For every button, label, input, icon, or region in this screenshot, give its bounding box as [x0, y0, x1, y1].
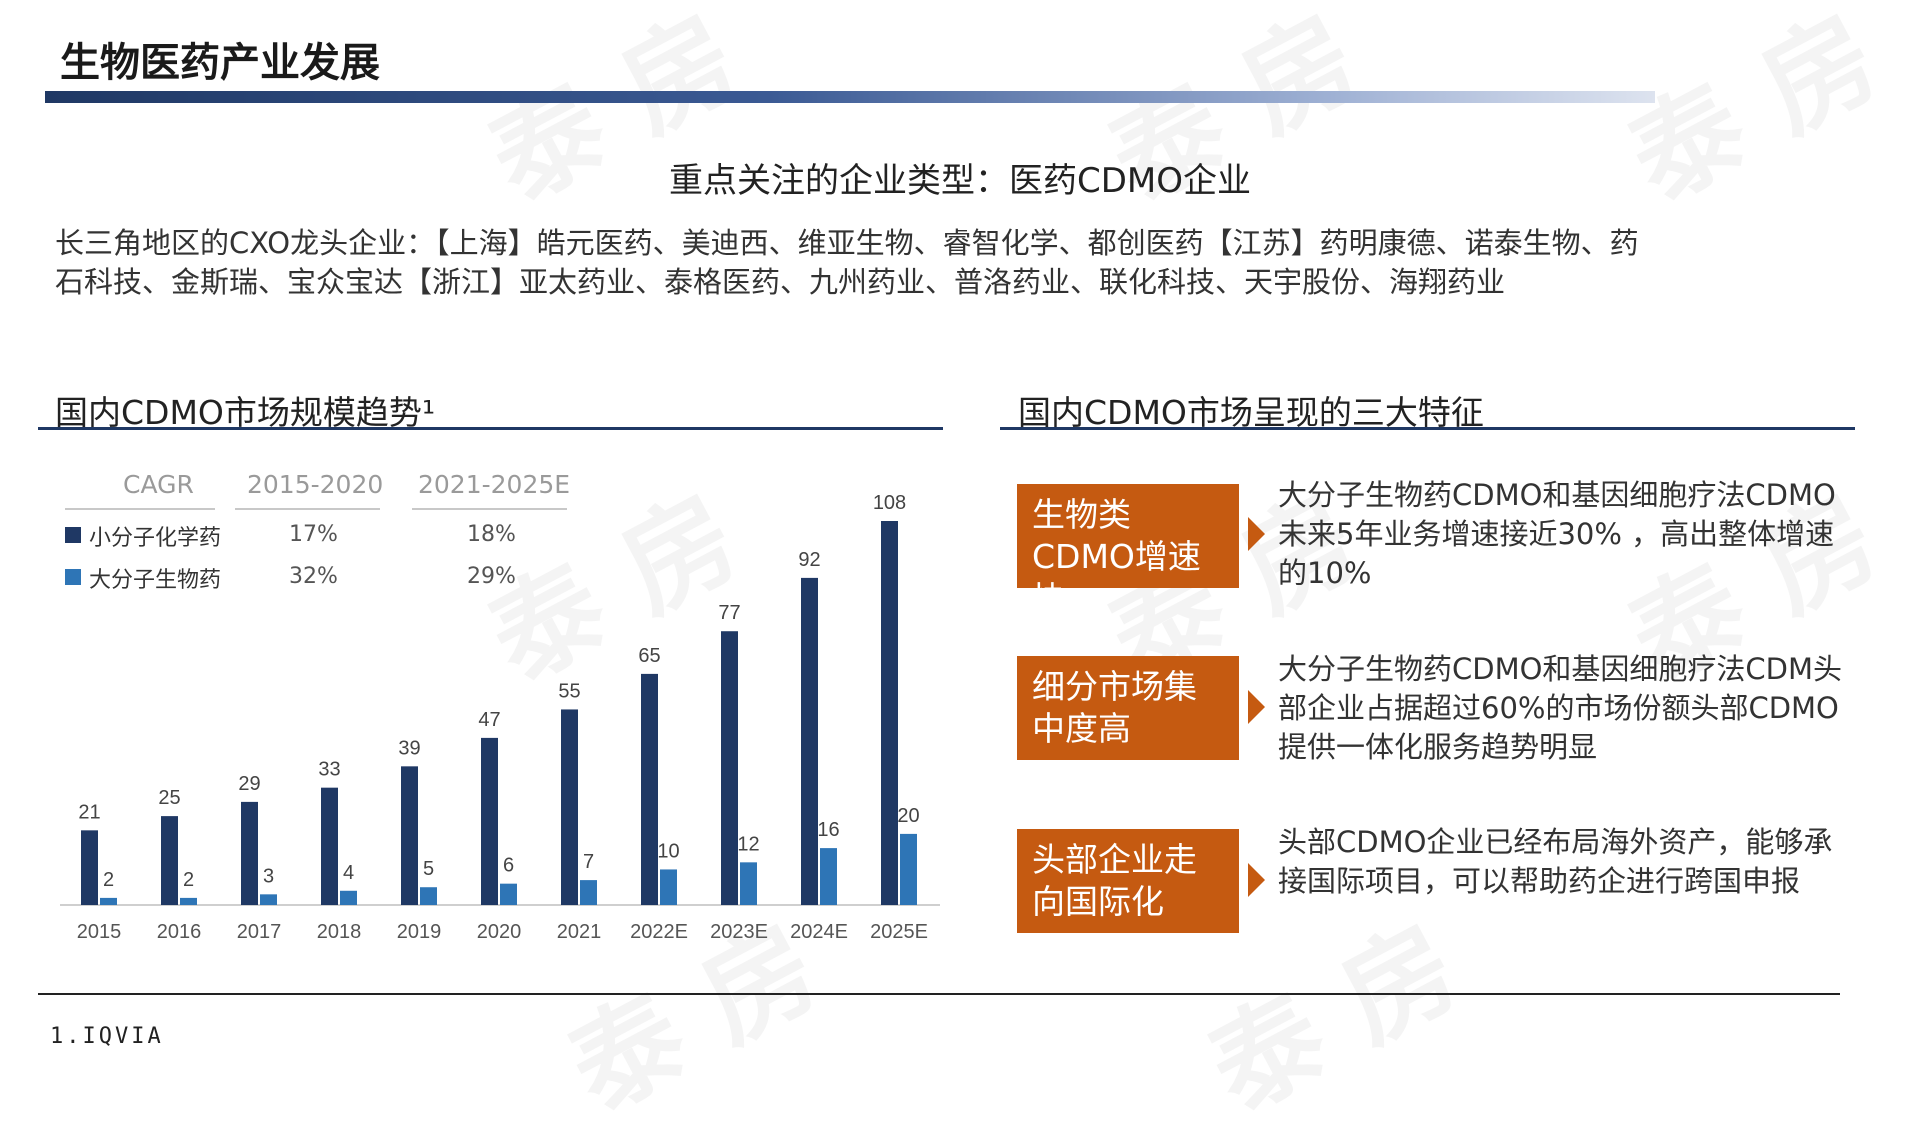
bar-large-molecule	[100, 897, 117, 905]
bar-large-molecule	[500, 883, 517, 905]
bar-small-molecule	[481, 737, 498, 905]
feature-arrow-icon	[1248, 517, 1265, 551]
data-label-large-molecule: 6	[503, 855, 514, 877]
cagr-value: 29%	[467, 564, 516, 589]
data-label-small-molecule: 39	[398, 737, 420, 759]
x-tick-label: 2016	[157, 921, 202, 943]
feature-label-concentration: 细分市场集中度高	[1017, 656, 1239, 760]
cagr-period-2: 2021-2025E	[418, 470, 571, 499]
data-label-small-molecule: 33	[318, 759, 340, 781]
legend-swatch-small-molecule	[65, 527, 81, 543]
bar-small-molecule	[401, 766, 418, 905]
footer-rule	[38, 993, 1840, 995]
bar-large-molecule	[420, 887, 437, 905]
bar-large-molecule	[660, 869, 677, 905]
data-label-large-molecule: 16	[817, 819, 839, 841]
x-tick-label: 2023E	[710, 921, 768, 943]
x-tick-label: 2015	[77, 921, 122, 943]
data-label-large-molecule: 2	[183, 869, 194, 891]
subtitle: 重点关注的企业类型：医药CDMO企业	[668, 161, 1252, 201]
data-label-small-molecule: 21	[78, 801, 100, 823]
feature-text-biologics-growth: 大分子生物药CDMO和基因细胞疗法CDMO未来5年业务增速接近30% ，高出整体…	[1278, 478, 1836, 590]
data-label-small-molecule: 65	[638, 645, 660, 667]
cagr-rule	[235, 508, 380, 510]
intro-line-2: 石科技、金斯瑞、宝众宝达【浙江】亚太药业、泰格医药、九州药业、普洛药业、联化科技…	[55, 265, 1506, 299]
legend-swatch-large-molecule	[65, 569, 81, 585]
data-label-large-molecule: 4	[343, 862, 354, 884]
legend-label-small-molecule: 小分子化学药	[89, 526, 222, 551]
data-label-large-molecule: 3	[263, 865, 274, 887]
x-tick-label: 2019	[397, 921, 442, 943]
data-label-small-molecule: 25	[158, 787, 180, 809]
bar-large-molecule	[340, 890, 357, 905]
bar-small-molecule	[881, 521, 898, 905]
cagr-value: 17%	[289, 522, 338, 547]
right-section-rule	[1000, 427, 1855, 430]
data-label-small-molecule: 92	[798, 549, 820, 571]
cdmo-market-bar-chart: 2122015252201629320173342018395201947620…	[60, 492, 940, 943]
cagr-value: 32%	[289, 564, 338, 589]
bar-small-molecule	[321, 787, 338, 905]
x-tick-label: 2024E	[790, 921, 848, 943]
bar-small-molecule	[161, 816, 178, 905]
data-label-large-molecule: 12	[737, 833, 759, 855]
bar-small-molecule	[641, 673, 658, 905]
cagr-rule	[412, 508, 567, 510]
feature-arrow-icon	[1248, 690, 1265, 724]
footnote-source: 1.IQVIA	[50, 1024, 164, 1049]
x-tick-label: 2025E	[870, 921, 928, 943]
bar-small-molecule	[81, 830, 98, 905]
left-section-title: 国内CDMO市场规模趋势¹	[55, 393, 436, 432]
bar-large-molecule	[180, 897, 197, 905]
title-underline-bar	[45, 91, 1655, 103]
data-label-small-molecule: 55	[558, 680, 580, 702]
data-label-large-molecule: 10	[657, 840, 679, 862]
bar-large-molecule	[820, 848, 837, 905]
bar-small-molecule	[561, 709, 578, 905]
data-label-large-molecule: 20	[897, 805, 919, 827]
page-title: 生物医药产业发展	[60, 40, 380, 86]
feature-label-biologics-growth: 生物类CDMO增速快	[1017, 484, 1239, 618]
bar-large-molecule	[740, 862, 757, 905]
data-label-small-molecule: 77	[718, 602, 740, 624]
data-label-small-molecule: 108	[873, 492, 906, 514]
bar-large-molecule	[900, 833, 917, 905]
feature-text-internationalization: 头部CDMO企业已经布局海外资产，能够承接国际项目，可以帮助药企进行跨国申报	[1278, 825, 1833, 898]
intro-paragraph: 长三角地区的CXO龙头企业：【上海】皓元医药、美迪西、维亚生物、睿智化学、都创医…	[55, 224, 1825, 302]
feature-arrow-icon	[1248, 863, 1265, 897]
cagr-header: CAGR	[123, 470, 194, 499]
cagr-value: 18%	[467, 522, 516, 547]
x-tick-label: 2021	[557, 921, 602, 943]
bar-small-molecule	[801, 577, 818, 905]
data-label-large-molecule: 7	[583, 851, 594, 873]
bar-large-molecule	[260, 894, 277, 905]
feature-text-concentration: 大分子生物药CDMO和基因细胞疗法CDM头部企业占据超过60%的市场份额头部CD…	[1278, 652, 1843, 764]
bar-large-molecule	[580, 880, 597, 905]
x-tick-label: 2018	[317, 921, 362, 943]
intro-line-1: 长三角地区的CXO龙头企业：【上海】皓元医药、美迪西、维亚生物、睿智化学、都创医…	[55, 226, 1639, 260]
bar-small-molecule	[721, 631, 738, 905]
cagr-rule	[65, 508, 215, 510]
data-label-small-molecule: 47	[478, 709, 500, 731]
x-tick-label: 2020	[477, 921, 522, 943]
bar-small-molecule	[241, 801, 258, 905]
data-label-large-molecule: 2	[103, 869, 114, 891]
x-tick-label: 2017	[237, 921, 282, 943]
x-tick-label: 2022E	[630, 921, 688, 943]
data-label-small-molecule: 29	[238, 773, 260, 795]
legend-label-large-molecule: 大分子生物药	[89, 568, 222, 593]
right-section-title: 国内CDMO市场呈现的三大特征	[1018, 393, 1484, 432]
feature-label-internationalization: 头部企业走向国际化	[1017, 829, 1239, 933]
cagr-period-1: 2015-2020	[247, 470, 384, 499]
data-label-large-molecule: 5	[423, 858, 434, 880]
left-section-rule	[38, 427, 943, 430]
